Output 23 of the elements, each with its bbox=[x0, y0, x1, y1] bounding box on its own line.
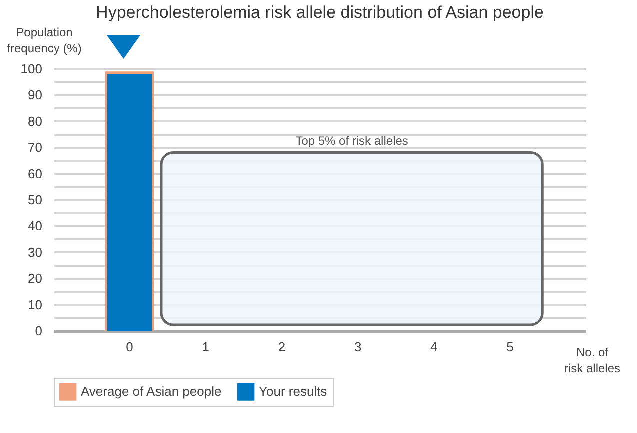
x-tick-label: 3 bbox=[354, 340, 362, 354]
x-tick-label: 0 bbox=[126, 340, 134, 354]
x-tick-label: 2 bbox=[278, 340, 286, 354]
y-tick-label: 50 bbox=[28, 192, 42, 208]
y-tick-label: 30 bbox=[28, 244, 42, 260]
y-tick-label: 20 bbox=[28, 271, 42, 286]
x-tick-label: 1 bbox=[202, 340, 210, 354]
y-tick-label: 70 bbox=[28, 140, 42, 156]
y-tick-label: 60 bbox=[28, 166, 42, 182]
y-axis-title: Population frequency (%) bbox=[7, 26, 82, 56]
legend-label: Average of Asian people bbox=[81, 384, 222, 400]
legend-label: Your results bbox=[259, 384, 328, 400]
y-tick-label: 80 bbox=[28, 114, 42, 129]
y-tick-label: 100 bbox=[20, 62, 42, 76]
annotation: Top 5% of risk alleles bbox=[296, 134, 408, 148]
y-tick-label: 0 bbox=[35, 324, 42, 338]
chart-title: Hypercholesterolemia risk allele distribution of Asian people bbox=[96, 3, 544, 22]
y-tick-label: 90 bbox=[28, 88, 42, 103]
x-tick-label: 4 bbox=[430, 340, 438, 354]
x-axis-title: No. of risk alleles bbox=[564, 346, 621, 376]
y-tick-label: 10 bbox=[28, 297, 42, 312]
y-tick-label: 40 bbox=[28, 218, 42, 234]
x-tick-label: 5 bbox=[506, 340, 514, 354]
